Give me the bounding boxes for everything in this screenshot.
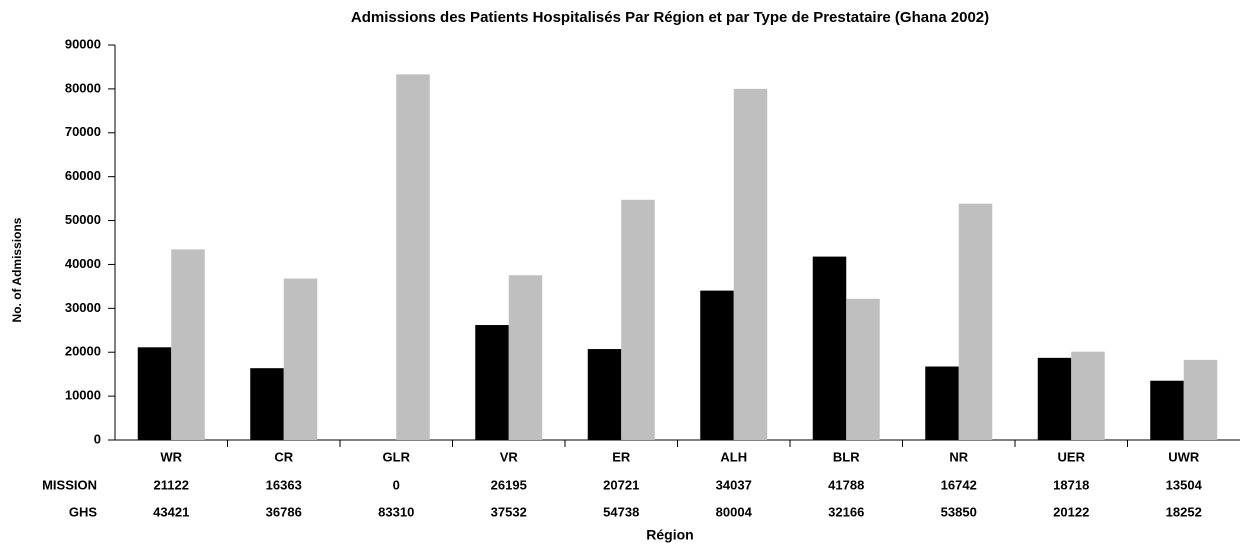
x-tick-label: UER [1058,449,1086,464]
x-tick-label: NR [949,449,968,464]
bar [733,88,768,440]
table-value: 0 [393,477,400,492]
table-row-label: GHS [69,504,98,519]
y-axis-title: No. of Admissions [10,217,24,322]
bar [1071,351,1105,440]
y-tick-label: 90000 [65,36,101,51]
y-tick-label: 30000 [65,300,101,315]
table-value: 43421 [153,504,189,519]
table-value: 20122 [1053,504,1089,519]
x-tick-label: UWR [1168,449,1200,464]
table-value: 16742 [941,477,977,492]
table-value: 83310 [378,504,414,519]
x-tick-label: ALH [720,449,747,464]
y-tick-label: 60000 [65,168,101,183]
bar [250,368,284,440]
table-value: 32166 [828,504,864,519]
table-value: 26195 [491,477,527,492]
bar [587,349,622,440]
table-value: 37532 [491,504,527,519]
table-value: 53850 [941,504,977,519]
table-value: 41788 [828,477,864,492]
bar [508,275,543,440]
bar [958,203,993,440]
table-value: 18252 [1166,504,1202,519]
bar [621,199,655,440]
table-row-label: MISSION [42,477,97,492]
bar [846,298,880,440]
bar [700,290,734,440]
y-tick-label: 50000 [65,212,101,227]
y-tick-label: 80000 [65,80,101,95]
y-tick-label: 40000 [65,256,101,271]
table-value: 18718 [1053,477,1089,492]
bar [171,249,205,440]
table-value: 80004 [716,504,753,519]
bar [475,325,509,440]
x-tick-label: BLR [833,449,860,464]
x-axis-title: Région [646,527,693,543]
table-value: 54738 [603,504,639,519]
bar [1150,380,1184,440]
y-tick-label: 70000 [65,124,101,139]
bar [1037,357,1072,440]
x-tick-label: VR [500,449,519,464]
x-tick-label: CR [274,449,293,464]
table-value: 13504 [1166,477,1203,492]
x-tick-label: ER [612,449,631,464]
y-tick-label: 10000 [65,388,101,403]
bar [925,366,959,440]
table-value: 21122 [154,477,189,492]
bar [812,256,847,440]
bar [283,278,318,440]
y-tick-label: 0 [94,431,101,446]
table-value: 20721 [603,477,639,492]
x-tick-label: WR [160,449,182,464]
y-tick-label: 20000 [65,344,101,359]
table-value: 36786 [266,504,302,519]
chart-title: Admissions des Patients Hospitalisés Par… [351,9,989,26]
table-value: 16363 [266,477,302,492]
bar [1183,359,1218,440]
bar [137,347,172,440]
x-tick-label: GLR [383,449,411,464]
table-value: 34037 [716,477,752,492]
bar [396,74,430,440]
